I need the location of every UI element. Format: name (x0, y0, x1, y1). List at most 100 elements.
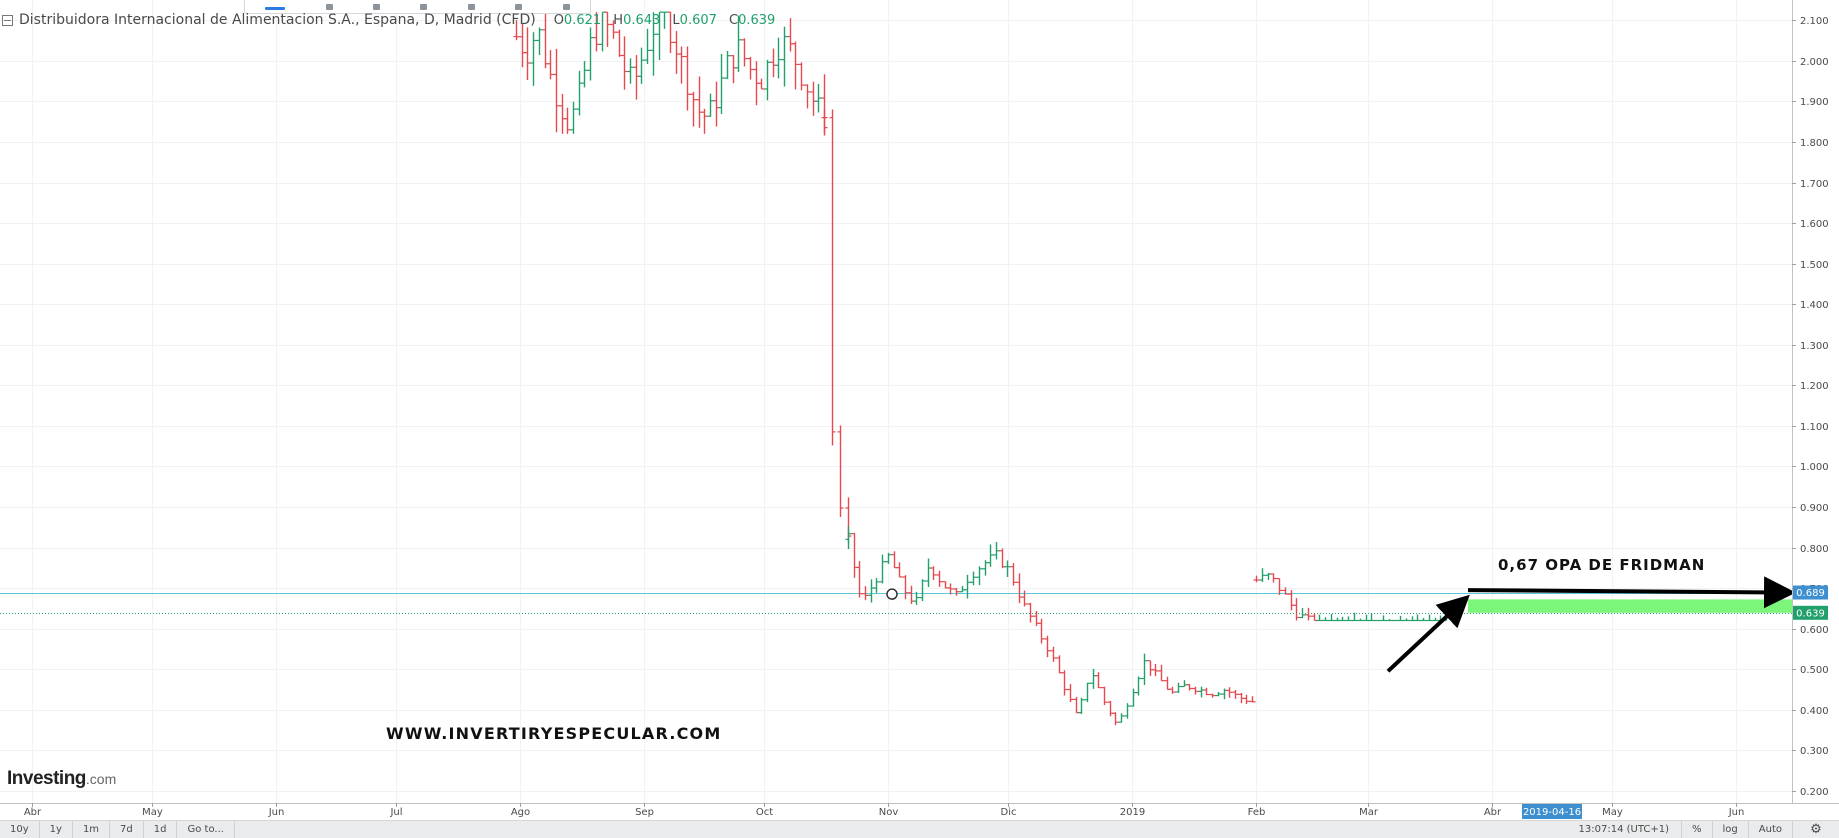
ohlc-values: O0.621 H0.643 L0.607 C0.639 (546, 13, 776, 28)
ohlc-bar (799, 62, 805, 90)
marker-circle (887, 589, 897, 599)
y-tick-label: 0.900 (1800, 503, 1829, 514)
ohlc-bar (1250, 696, 1256, 702)
ohlc-bar (617, 30, 623, 57)
y-tick-label: 1.100 (1800, 422, 1829, 433)
range-1d-button[interactable]: 1d (144, 821, 178, 838)
toolbar-pin-icon[interactable] (326, 4, 333, 10)
range-7d-button[interactable]: 7d (110, 821, 144, 838)
ohlc-bar (622, 36, 628, 89)
toolbar-eye-icon[interactable] (515, 4, 522, 10)
ohlc-bar (1227, 687, 1233, 698)
symbol-title[interactable]: Distribuidora Internacional de Alimentac… (19, 12, 536, 28)
ohlc-bar (838, 426, 844, 517)
ohlc-bar (714, 82, 720, 127)
ohlc-bar (525, 27, 531, 80)
ohlc-bar (1204, 688, 1210, 695)
ohlc-bar (639, 48, 645, 84)
close-value: 0.639 (738, 13, 775, 28)
ohlc-bar (1404, 618, 1410, 620)
ohlc-bar (697, 76, 703, 127)
ohlc-bar (1340, 617, 1346, 621)
ohlc-bar (937, 571, 943, 587)
ohlc-bar (822, 110, 828, 136)
ohlc-bar (805, 84, 811, 108)
toolbar-doc-icon[interactable] (420, 4, 427, 10)
ohlc-bar (1182, 680, 1188, 686)
ohlc-bar (971, 572, 977, 586)
percent-scale-toggle[interactable]: % (1681, 821, 1712, 838)
ohlc-bar (1369, 614, 1375, 621)
range-1m-button[interactable]: 1m (73, 821, 110, 838)
x-tick-label: Feb (1248, 807, 1266, 818)
low-value: 0.607 (680, 13, 717, 28)
y-axis: 0.2000.3000.4000.5000.6000.7000.8000.900… (1792, 16, 1829, 798)
x-tick-label: Dic (1001, 807, 1017, 818)
ohlc-bar (1323, 617, 1329, 620)
toolbar-lock-icon[interactable] (468, 4, 475, 10)
ohlc-bar (1108, 701, 1114, 716)
ohlc-bar (582, 61, 588, 87)
open-label: O (554, 13, 564, 28)
y-tick-label: 1.600 (1800, 219, 1829, 230)
toolbar-trash-icon[interactable] (563, 4, 570, 10)
gear-icon[interactable]: ⚙ (1792, 821, 1839, 838)
y-tick-label: 0.400 (1800, 706, 1829, 717)
y-tick-label: 2.000 (1800, 57, 1829, 68)
ohlc-bar (1079, 698, 1085, 714)
ohlc-bar (886, 553, 892, 564)
range-1y-button[interactable]: 1y (40, 821, 73, 838)
ohlc-bar (1000, 549, 1006, 569)
ohlc-bar (1415, 615, 1421, 621)
trend-arrow (1388, 600, 1464, 671)
logo-main: Investing (7, 768, 86, 789)
ohlc-bar (811, 82, 817, 116)
ohlc-bar (565, 108, 571, 134)
y-tick-label: 1.700 (1800, 179, 1829, 190)
ohlc-bar (560, 94, 566, 134)
ohlc-bar (1421, 618, 1427, 621)
range-10y-button[interactable]: 10y (0, 821, 40, 838)
ohlc-bar (988, 545, 994, 567)
y-tick-label: 1.300 (1800, 341, 1829, 352)
bottom-toolbar: 10y 1y 1m 7d 1d Go to... 13:07:14 (UTC+1… (0, 820, 1839, 838)
annotation-text[interactable]: 0,67 OPA DE FRIDMAN (1498, 556, 1705, 574)
ohlc-bar (1011, 563, 1017, 586)
chart-grid (0, 0, 1792, 803)
ohlc-bar (1159, 665, 1165, 681)
y-tick-label: 1.000 (1800, 462, 1829, 473)
toolbar-active-tool-icon[interactable] (265, 7, 285, 10)
ohlc-bar (869, 579, 875, 602)
go-to-button[interactable]: Go to... (177, 821, 234, 838)
ohlc-bar (1051, 647, 1057, 662)
ohlc-bar (1216, 692, 1222, 696)
ohlc-bar (1091, 669, 1097, 689)
ohlc-bar (725, 51, 731, 79)
ohlc-bar (880, 555, 886, 584)
x-tick-label: Jun (1728, 807, 1745, 818)
ohlc-bar (1306, 608, 1312, 621)
ohlc-bar (537, 28, 543, 56)
ohlc-bar (776, 38, 782, 79)
ohlc-bar (1005, 560, 1011, 576)
ohlc-bar (571, 102, 577, 134)
ohlc-bar (1294, 598, 1300, 620)
x-tick-label: Mar (1359, 807, 1379, 818)
ohlc-bar (830, 110, 836, 446)
ohlc-bar (897, 562, 903, 577)
log-scale-toggle[interactable]: log (1712, 821, 1748, 838)
collapse-legend-icon[interactable] (2, 15, 13, 26)
ohlc-bar (1193, 687, 1199, 695)
toolbar-copy-icon[interactable] (373, 4, 380, 10)
ohlc-bar (742, 38, 748, 66)
ohlc-bar (1427, 615, 1433, 621)
auto-scale-toggle[interactable]: Auto (1748, 821, 1792, 838)
y-tick-label: 1.800 (1800, 138, 1829, 149)
ohlc-bar (1170, 687, 1176, 694)
ohlc-bar (920, 579, 926, 601)
watermark-text: WWW.INVERTIRYESPECULAR.COM (386, 724, 721, 743)
ohlc-bar (1131, 689, 1137, 707)
ohlc-bar (782, 27, 788, 87)
ohlc-bar (771, 49, 777, 78)
